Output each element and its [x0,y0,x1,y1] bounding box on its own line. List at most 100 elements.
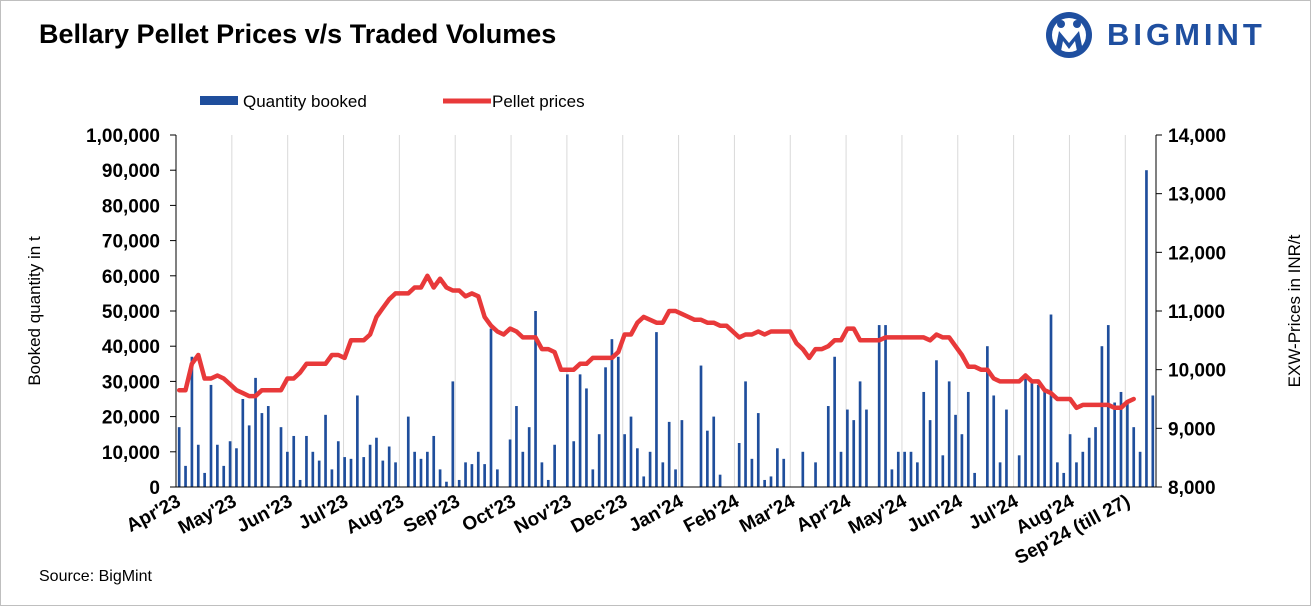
bar [674,469,677,487]
bar [184,465,187,487]
bar [782,458,786,487]
bar [279,427,283,487]
bar [966,391,970,487]
bar [642,476,646,487]
bar [387,446,391,487]
bar [260,413,264,487]
bar [1100,346,1104,487]
y-tick-label: 10,000 [102,443,160,464]
y2-tick-label: 13,000 [1168,185,1226,206]
bar [1005,409,1008,487]
legend-bar-swatch [200,96,238,105]
bar [998,462,1002,487]
bar [769,476,773,487]
bar [1075,462,1078,487]
bar [489,328,493,487]
bar [356,395,359,487]
bar [190,356,194,487]
bar [368,444,372,487]
bar [496,469,499,487]
x-tick-label: May'23 [175,491,240,539]
bar [438,469,442,487]
bar [865,409,868,487]
grid-lines [175,135,1126,487]
bar [1138,451,1142,487]
y-tick-label: 30,000 [102,372,160,393]
y2-tick-label: 8,000 [1168,478,1216,499]
bar [457,479,461,487]
bar [1062,472,1066,487]
x-tick-label: Oct'23 [459,491,519,536]
bar [941,455,945,487]
y-tick-label: 70,000 [102,232,160,253]
bar [935,360,938,487]
bar [610,339,614,487]
bar [1024,374,1027,487]
bar [546,479,550,487]
bar [699,365,703,487]
bar [413,451,416,487]
source-note: Source: BigMint [39,568,152,585]
bar [336,441,340,487]
bar [826,406,830,487]
bar [623,434,626,487]
bar [572,441,576,487]
bar [515,406,518,487]
bar [553,444,556,487]
bar [916,462,919,487]
y2-tick-label: 14,000 [1168,126,1226,147]
bar [292,435,296,487]
y2-tick-label: 9,000 [1168,419,1216,440]
bar [903,451,906,487]
bar [858,381,862,487]
bar [712,416,716,487]
bar [470,464,474,487]
x-tick-label: May'24 [845,491,911,539]
y-tick-label: 80,000 [102,196,160,217]
bar [343,457,346,487]
bar [648,451,652,487]
bar [1036,384,1040,487]
y2-tick-label: 12,000 [1168,243,1226,264]
bar [349,458,353,487]
bar [1119,391,1123,487]
bar [750,458,754,487]
bar [1081,451,1085,487]
bar [177,427,181,487]
bar [661,462,665,487]
bar [1113,402,1116,487]
legend-bar-label: Quantity booked [243,92,367,111]
bar [566,374,569,487]
bar [814,462,817,487]
bar [852,420,856,487]
bar [763,479,766,487]
bar [394,462,397,487]
bar [718,474,722,487]
bar [1094,427,1097,487]
bar [317,460,321,487]
bar [1049,314,1053,487]
bar [419,458,423,487]
y-tick-label: 50,000 [102,302,160,323]
x-tick-label: Jan'24 [625,491,687,537]
bar [1056,462,1059,487]
bar [667,421,671,487]
bar [756,413,760,487]
bar [1126,402,1129,487]
bar [330,469,334,487]
bar [578,374,582,487]
bar [1017,455,1021,487]
bar [241,399,245,487]
bar [216,444,219,487]
bar [884,325,887,487]
bar [629,416,633,487]
bar [909,451,913,487]
bar [1151,395,1155,487]
bar [254,377,257,487]
y2-axis-title: EXW-Prices in INR/t [1285,234,1304,387]
bar [744,381,747,487]
x-tick-label: Dec'23 [568,491,631,538]
bar [973,472,976,487]
bar [986,346,989,487]
